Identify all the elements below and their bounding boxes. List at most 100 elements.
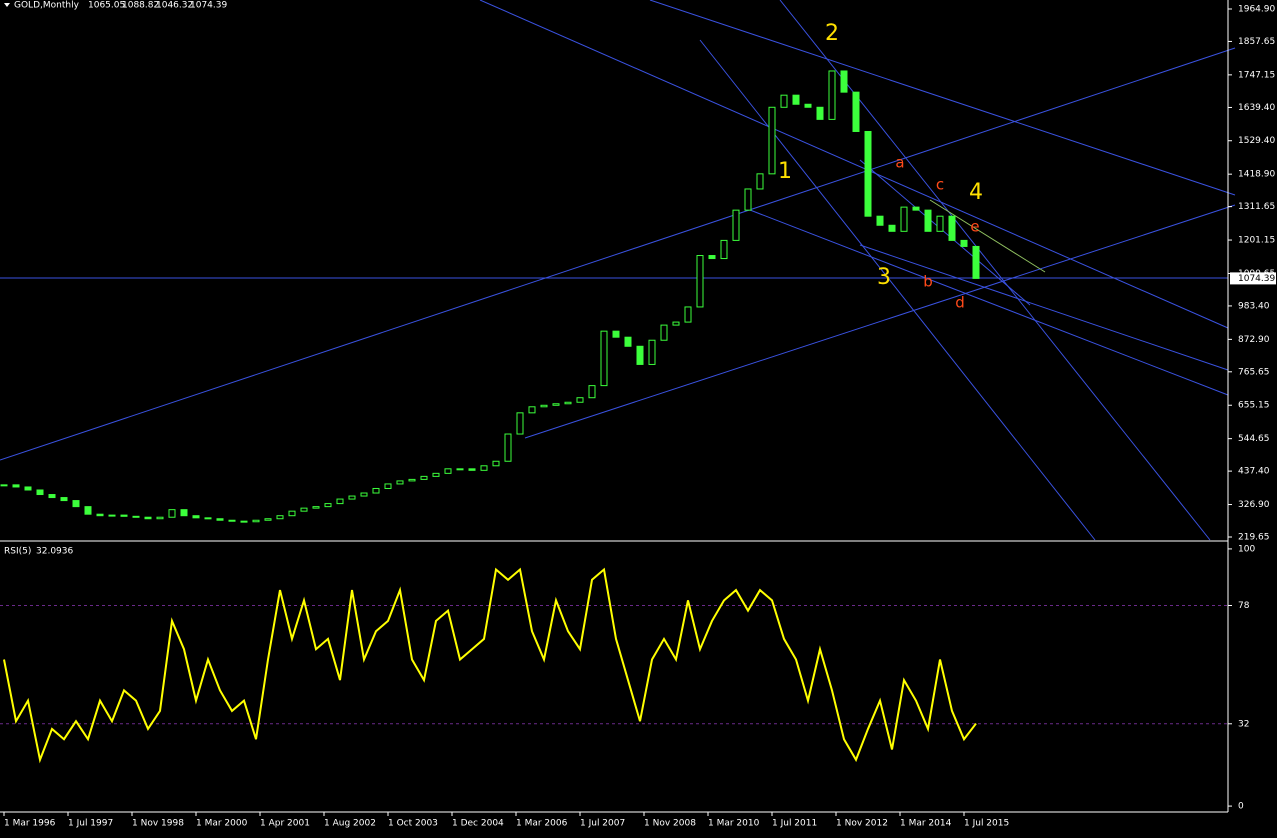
wave-label: 3: [877, 265, 891, 290]
y-tick-label: 1747.15: [1238, 70, 1275, 80]
trend-line: [779, 0, 1211, 541]
candle: [732, 209, 740, 241]
x-tick-label: 1 Dec 2004: [452, 819, 504, 829]
candle: [852, 91, 860, 132]
candle: [240, 520, 248, 523]
x-tick-label: 1 Mar 2006: [516, 819, 568, 829]
symbol: GOLD,Monthly: [14, 1, 80, 11]
candle: [348, 495, 356, 500]
trend-line: [649, 0, 1236, 196]
candle: [492, 460, 500, 467]
trend-line: [524, 204, 1236, 439]
candle: [636, 345, 644, 365]
x-tick-label: 1 Mar 2010: [708, 819, 760, 829]
candle: [900, 206, 908, 232]
candle: [828, 70, 836, 120]
candle: [720, 239, 728, 260]
candle: [168, 509, 176, 518]
y-tick-label: 544.65: [1238, 434, 1270, 444]
wave-label: 4: [969, 180, 983, 205]
y-tick-label: 32: [1238, 719, 1249, 729]
candle: [192, 515, 200, 519]
price-tag: [1230, 272, 1276, 285]
candle: [864, 130, 872, 217]
candle: [372, 487, 380, 494]
quote: 1065.05: [88, 1, 125, 11]
candle: [516, 412, 524, 435]
wave-label: c: [936, 176, 944, 194]
menu-arrow[interactable]: [4, 3, 10, 7]
candle: [792, 94, 800, 105]
y-tick-label: 219.65: [1238, 532, 1270, 542]
candle: [300, 507, 308, 512]
trend-line: [0, 47, 1236, 461]
y-tick-label: 437.40: [1238, 467, 1270, 477]
candle: [672, 321, 680, 326]
candle: [924, 209, 932, 232]
wave-label: a: [895, 154, 904, 172]
candle: [756, 173, 764, 190]
candle: [48, 494, 56, 499]
y-tick-label: 1857.65: [1238, 37, 1275, 47]
candle: [432, 472, 440, 477]
candle: [228, 519, 236, 522]
y-tick-label: 655.15: [1238, 401, 1270, 411]
candle: [216, 518, 224, 521]
candle: [252, 519, 260, 523]
candle: [396, 480, 404, 485]
y-tick-label: 983.40: [1238, 301, 1270, 311]
candle: [744, 188, 752, 211]
candle: [420, 475, 428, 480]
x-tick-label: 1 Mar 1996: [4, 819, 56, 829]
candle: [96, 513, 104, 517]
candle: [804, 103, 812, 108]
candle: [132, 515, 140, 518]
trend-line: [479, 0, 1229, 329]
wave-label: e: [970, 218, 979, 236]
candle: [36, 489, 44, 496]
candle: [72, 500, 80, 508]
candle: [840, 70, 848, 93]
rsi-value: 32.0936: [36, 547, 73, 557]
candle: [60, 497, 68, 502]
x-tick-label: 1 Mar 2014: [900, 819, 952, 829]
y-tick-label: 78: [1238, 601, 1250, 611]
quote: 1074.39: [190, 1, 227, 11]
candle: [540, 404, 548, 408]
x-tick-label: 1 Apr 2001: [260, 819, 310, 829]
candle: [264, 518, 272, 521]
candle: [156, 516, 164, 520]
candle: [360, 492, 368, 497]
candle: [312, 506, 320, 509]
x-tick-label: 1 Nov 2008: [644, 819, 696, 829]
candle: [684, 306, 692, 323]
x-tick-label: 1 Nov 1998: [132, 819, 184, 829]
candle: [504, 433, 512, 462]
trend-line: [859, 159, 1031, 306]
trend-line: [859, 244, 1229, 371]
candle: [912, 206, 920, 211]
candle: [204, 517, 212, 520]
x-tick-label: 1 Aug 2002: [324, 819, 376, 829]
candle: [612, 330, 620, 338]
wave-label: d: [955, 294, 965, 312]
candle: [972, 245, 980, 279]
candle: [708, 255, 716, 260]
candle: [108, 514, 116, 517]
x-tick-label: 1 Jul 2015: [964, 819, 1009, 829]
candle: [0, 484, 8, 487]
candle: [780, 94, 788, 108]
y-tick-label: 1311.65: [1238, 202, 1275, 212]
price-tag-label: 1074.39: [1238, 274, 1275, 284]
y-tick-label: 326.90: [1238, 500, 1270, 510]
candle: [12, 484, 20, 488]
candle: [648, 339, 656, 365]
candle: [288, 510, 296, 517]
wave-label: 1: [778, 159, 792, 184]
x-tick-label: 1 Jul 2007: [580, 819, 625, 829]
candle: [324, 503, 332, 508]
candle: [384, 483, 392, 489]
trend-line: [699, 39, 1096, 541]
